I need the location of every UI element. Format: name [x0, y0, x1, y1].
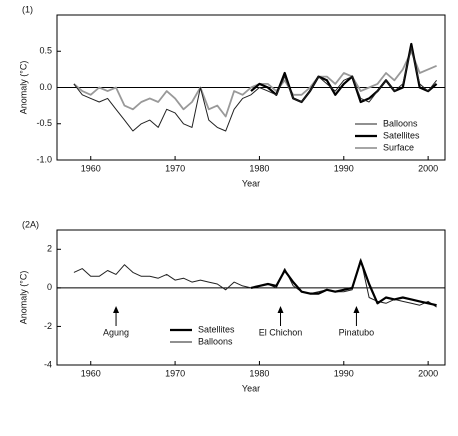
plot-frame — [56, 229, 446, 366]
x-tick-label: 1980 — [249, 368, 269, 378]
x-tick-label: 1970 — [165, 368, 185, 378]
legend-label: Satellites — [198, 324, 235, 334]
legend-label: Surface — [383, 142, 414, 152]
x-tick-label: 1990 — [334, 163, 354, 173]
y-tick-label: 0 — [47, 282, 52, 292]
y-tick-label: -2 — [44, 321, 52, 331]
x-tick-label: 1980 — [249, 163, 269, 173]
panel-label: (1) — [22, 4, 33, 14]
y-axis-label: Anomaly (°C) — [18, 61, 28, 115]
y-tick-label: -4 — [44, 359, 52, 369]
series-line — [250, 259, 437, 307]
x-tick-label: 1990 — [334, 368, 354, 378]
x-tick-label: 2000 — [418, 368, 438, 378]
legend-label: Balloons — [383, 118, 418, 128]
x-axis-label: Year — [242, 383, 260, 393]
annotation: El Chichon — [259, 327, 303, 337]
annotation: Pinatubo — [339, 327, 375, 337]
y-tick-label: -0.5 — [36, 118, 52, 128]
annotation-arrowhead — [353, 306, 360, 313]
y-tick-label: 0.5 — [39, 46, 52, 56]
x-tick-label: 1960 — [81, 368, 101, 378]
y-axis-label: Anomaly (°C) — [18, 271, 28, 325]
legend-label: Satellites — [383, 130, 420, 140]
annotation-arrowhead — [113, 306, 120, 313]
legend-label: Balloons — [198, 336, 233, 346]
x-tick-label: 1970 — [165, 163, 185, 173]
y-tick-label: 0.0 — [39, 82, 52, 92]
annotation: Agung — [103, 327, 129, 337]
y-tick-label: -1.0 — [36, 154, 52, 164]
x-tick-label: 1960 — [81, 163, 101, 173]
panel-label: (2A) — [22, 219, 39, 229]
y-tick-label: 2 — [47, 244, 52, 254]
series-line — [73, 47, 437, 132]
x-tick-label: 2000 — [418, 163, 438, 173]
series-line — [73, 50, 437, 118]
annotation-arrowhead — [277, 306, 284, 313]
x-axis-label: Year — [242, 178, 260, 188]
